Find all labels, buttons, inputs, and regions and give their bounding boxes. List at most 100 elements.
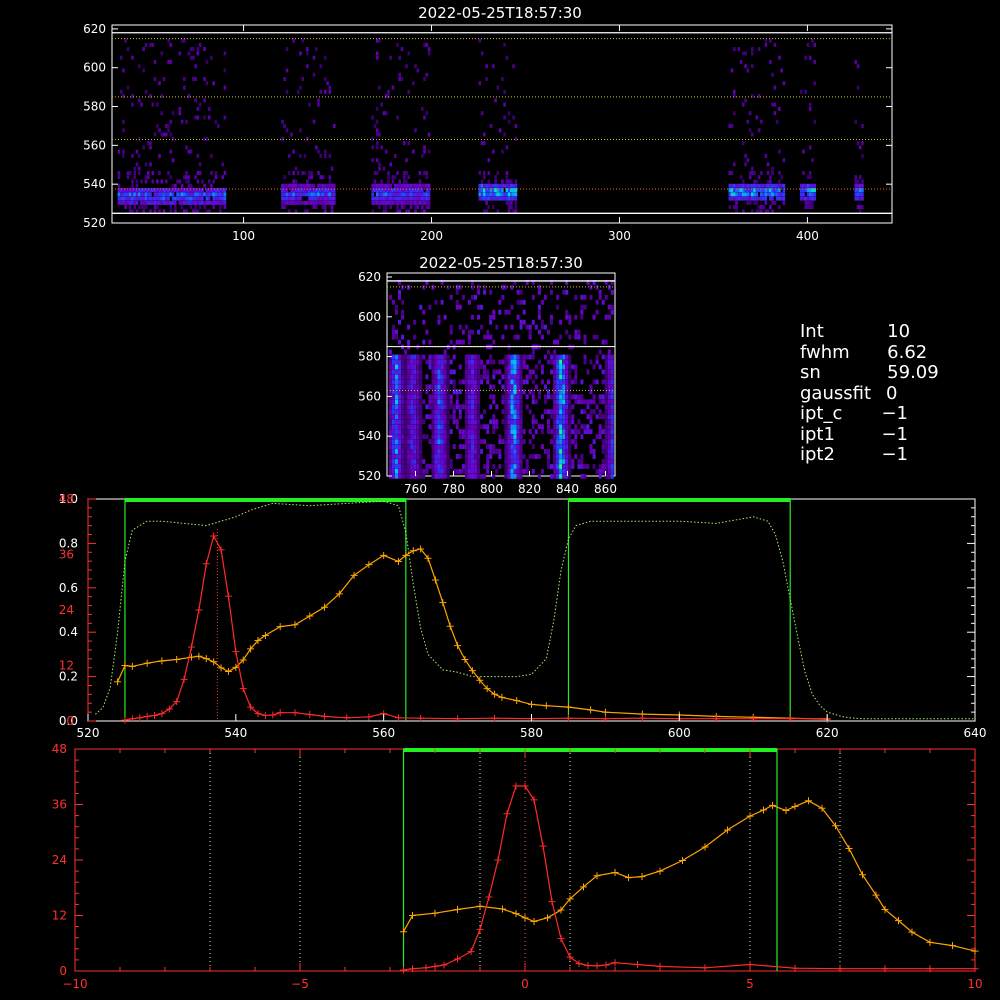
mid-pixel: [607, 369, 611, 375]
top-pixel: [210, 171, 213, 175]
top-pixel: [296, 196, 300, 201]
top-pixel: [375, 192, 379, 197]
mid-pixel: [565, 439, 569, 444]
top-pixel: [330, 196, 334, 201]
top-pixel: [728, 192, 732, 197]
top-pixel: [778, 192, 781, 197]
top-pixel: [319, 64, 323, 69]
mid-pixel: [492, 464, 496, 469]
mid-pixel: [513, 404, 517, 410]
top-pixel: [378, 192, 381, 197]
top-pixel: [285, 47, 289, 52]
velocity-orange-point-8: [530, 918, 538, 926]
mid-pixel: [562, 409, 566, 415]
mid-pixel: [562, 394, 566, 400]
top-pixel: [804, 89, 807, 94]
mid-pixel: [553, 404, 557, 410]
top-pixel: [285, 196, 289, 201]
top-pixel: [321, 196, 325, 201]
top-pixel: [375, 171, 379, 175]
fit-info-panel: Int 10 fwhm 6.62 sn 59.09 gaussfit 0 ipt_…: [800, 321, 939, 466]
info-row-sn: sn 59.09: [800, 362, 939, 383]
top-pixel: [858, 209, 862, 214]
top-pixel: [285, 200, 289, 205]
mid-pixel: [440, 359, 444, 365]
velocity-orange-point-13: [593, 872, 601, 880]
top-pixel: [162, 196, 166, 201]
top-pixel: [384, 205, 388, 210]
mid-pixel: [410, 394, 414, 400]
top-pixel: [748, 128, 752, 133]
top-pixel: [402, 171, 406, 175]
mid-pixel: [565, 379, 569, 385]
mid-pixel: [583, 304, 587, 310]
top-pixel: [487, 192, 491, 197]
top-pixel: [140, 196, 143, 201]
mid-pixel: [559, 364, 563, 370]
top-pixel: [223, 171, 227, 175]
mid-pixel: [519, 324, 523, 330]
mid-pixel: [577, 399, 581, 405]
mid-pixel: [477, 449, 481, 454]
top-pixel: [137, 171, 141, 175]
mid-pixel: [458, 409, 462, 415]
mid-pixel: [610, 474, 614, 479]
mid-pixel: [522, 364, 526, 370]
mid-pixel: [413, 454, 417, 459]
top-pixel: [119, 196, 123, 201]
top-pixel: [285, 128, 289, 133]
top-pixel: [210, 188, 213, 193]
top-pixel: [153, 196, 157, 201]
mid-pixel: [398, 439, 401, 444]
mid-pixel: [607, 384, 611, 390]
mid-pixel: [410, 409, 414, 415]
mid-pixel: [604, 419, 608, 425]
top-pixel: [149, 188, 152, 193]
top-pixel: [167, 200, 170, 205]
mid-pixel: [534, 454, 538, 459]
spectrum-red-point-30: [454, 715, 462, 723]
spectrum-orange-point-37: [483, 685, 491, 693]
mid-pixel: [489, 319, 493, 325]
top-pixel: [207, 209, 211, 214]
top-pixel: [856, 192, 860, 197]
mid-pixel: [531, 434, 535, 439]
top-pixel: [178, 179, 182, 184]
top-pixel: [382, 183, 386, 188]
mid-pixel: [574, 314, 578, 320]
info-row-ipt-c: ipt_c −1: [800, 403, 908, 424]
mid-pixel: [531, 349, 535, 355]
top-pixel: [489, 196, 493, 201]
top-pixel: [149, 192, 152, 197]
spectrum-orange-point-7: [195, 652, 203, 660]
mid-pixel: [592, 314, 596, 320]
spectrum-red-point-14: [224, 592, 232, 600]
spectrum-red-point-12: [210, 532, 218, 540]
mid-pixel: [507, 384, 511, 390]
top-pixel: [744, 192, 747, 197]
mid-pixel: [610, 289, 614, 295]
top-pixel: [328, 175, 332, 180]
top-pixel: [223, 85, 227, 90]
mid-pixel: [404, 424, 408, 430]
mid-pixel: [610, 359, 614, 365]
top-pixel: [162, 132, 166, 137]
top-pixel: [137, 98, 141, 103]
mid-pixel: [401, 454, 405, 459]
mid-pixel: [604, 444, 608, 449]
mid-pixel: [507, 434, 511, 439]
mid-ytick-label-0: 520: [358, 469, 381, 483]
mid-pixel: [565, 329, 569, 335]
top-pixel: [162, 209, 166, 214]
top-pixel: [407, 183, 411, 188]
top-pixel: [503, 42, 506, 47]
mid-pixel: [443, 444, 447, 449]
velocity-orange-point-4: [476, 902, 484, 910]
mid-pixel: [401, 474, 405, 479]
mid-pixel: [461, 434, 465, 439]
spectrum-orange-point-19: [306, 612, 314, 620]
top-pixel: [425, 175, 429, 180]
top-pixel: [407, 196, 411, 201]
mid-pixel: [562, 369, 566, 375]
mid-pixel: [489, 444, 493, 449]
